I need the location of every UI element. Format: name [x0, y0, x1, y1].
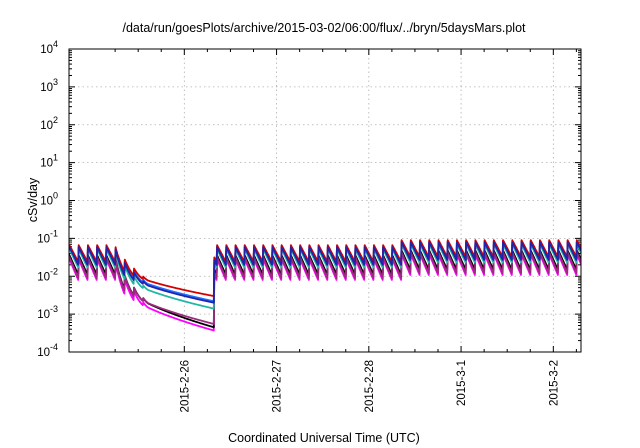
- y-axis-label: cSv/day: [26, 177, 40, 222]
- series-line: [69, 243, 581, 310]
- x-tick-label: 2015-2-27: [272, 360, 284, 412]
- series-group: [69, 239, 581, 332]
- x-tick-label: 2015-3-2: [548, 360, 560, 406]
- series-line: [69, 253, 581, 332]
- series-line: [69, 241, 581, 304]
- y-tick-label: 10-1: [37, 228, 58, 245]
- x-tick-label: 2015-2-26: [179, 360, 191, 412]
- y-tick-labels: 10-4 10-3 10-2 10-1 100 101 102 103 104: [37, 39, 58, 359]
- y-tick-label: 101: [40, 153, 58, 170]
- x-tick-labels: 2015-2-26 2015-2-27 2015-2-28 2015-3-1 2015-…: [179, 360, 560, 412]
- x-tick-label: 2015-2-28: [364, 360, 376, 412]
- chart-title: /data/run/goesPlots/archive/2015-03-02/0…: [122, 21, 526, 35]
- y-tick-label: 10-3: [37, 304, 58, 321]
- series-line: [69, 239, 581, 297]
- y-tick-label: 102: [40, 115, 58, 132]
- y-tick-label: 100: [40, 191, 58, 208]
- y-tick-label: 104: [40, 39, 58, 56]
- series-line: [69, 251, 581, 325]
- y-tick-label: 10-4: [37, 342, 58, 359]
- plot-frame: [68, 48, 582, 353]
- y-tick-label: 103: [40, 77, 58, 94]
- y-tick-label: 10-2: [37, 266, 58, 283]
- x-axis-label: Coordinated Universal Time (UTC): [228, 431, 420, 445]
- x-tick-label: 2015-3-1: [456, 360, 468, 406]
